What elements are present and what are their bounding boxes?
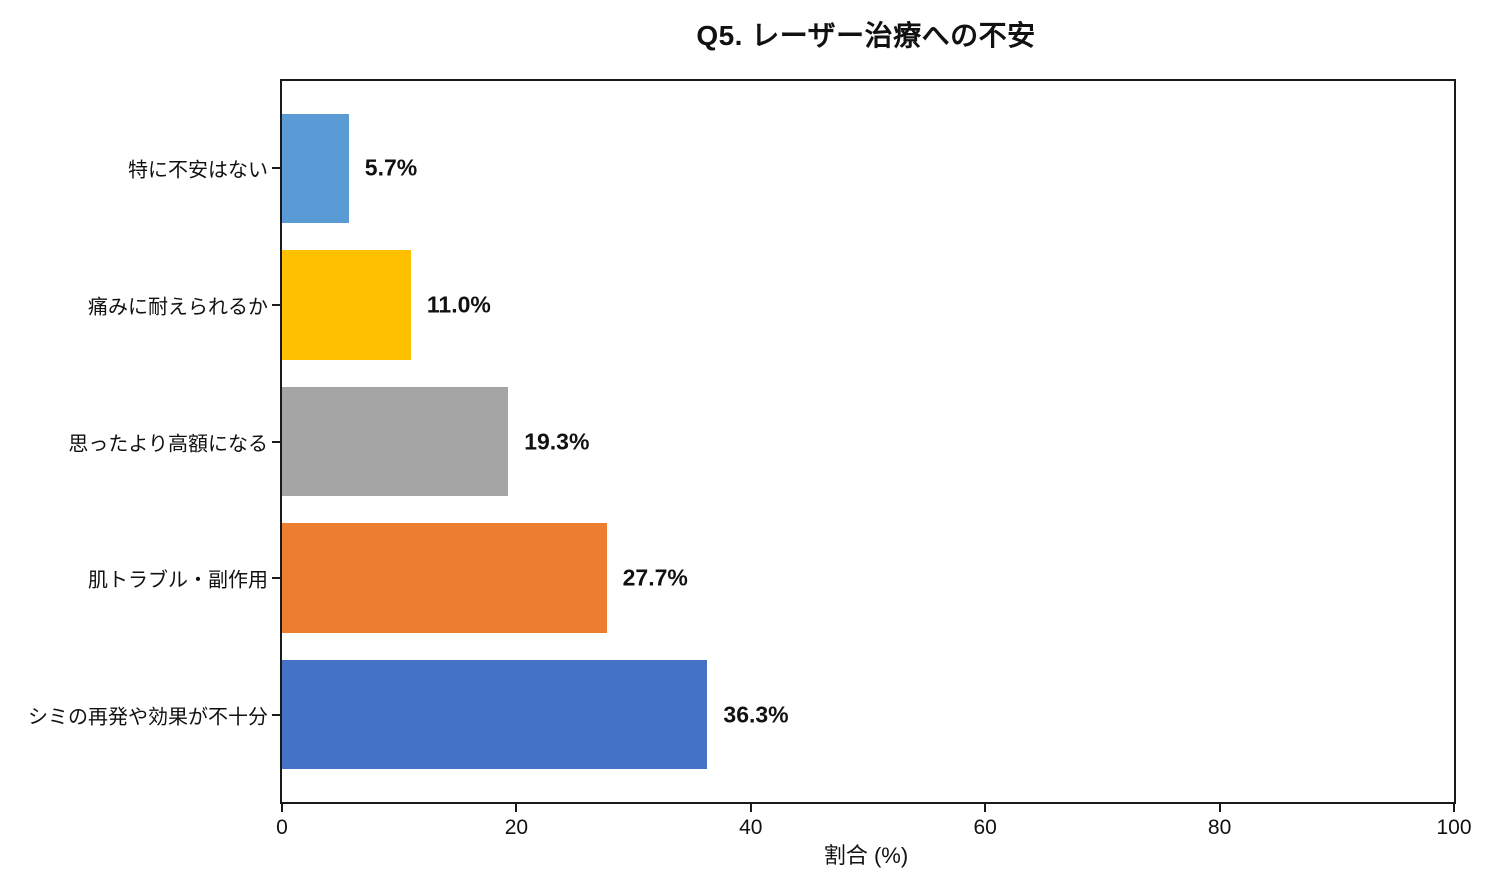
y-axis-tick-0 [272,167,280,170]
bar-3 [282,523,607,633]
bar-value-label-0: 5.7% [364,154,418,181]
bar-value-label-2: 19.3% [524,428,590,454]
bar-value-label-4: 36.3% [723,701,789,728]
bar-value-label-3: 27.7% [622,564,688,591]
x-axis-tick-label-100: 100 [1436,816,1472,839]
x-axis-tick-60 [984,804,987,812]
bar-value-label-1: 11.0% [426,291,491,318]
bar-1 [282,250,411,360]
x-axis-tick-80 [1218,804,1221,812]
bar-2 [282,386,509,497]
x-axis-tick-label-20: 20 [504,816,529,839]
category-label-0: 特に不安はない [128,159,268,182]
x-axis-tick-20 [515,804,518,812]
x-axis-label: 割合 (%) [823,843,909,868]
category-label-2: 思ったより高額になる [68,433,268,455]
bar-0 [282,113,349,223]
y-axis-tick-3 [272,577,280,580]
bar-4 [282,659,708,770]
x-axis-tick-100 [1453,804,1455,812]
x-axis-tick-label-80: 80 [1207,816,1232,839]
plot-area: 5.7% 特に不安はない 11.0% 痛みに耐えられるか 19.3% 思ったより高額になる… [28,79,1472,839]
category-label-3: 肌トラブル・副作用 [88,569,268,592]
chart-title: Q5. レーザー治療への不安 [696,20,1036,51]
x-axis-tick-0 [281,804,283,812]
category-label-1: 痛みに耐えられるか [88,296,268,319]
category-label-4: シミの再発や効果が不十分 [28,706,268,729]
x-axis-tick-label-60: 60 [973,816,997,839]
y-axis-tick-1 [272,303,280,306]
x-axis-tick-40 [749,804,752,812]
y-axis-tick-4 [272,713,280,716]
x-axis-tick-label-0: 0 [276,816,288,839]
x-axis-tick-label-40: 40 [739,816,763,839]
y-axis-tick-2 [272,440,280,443]
